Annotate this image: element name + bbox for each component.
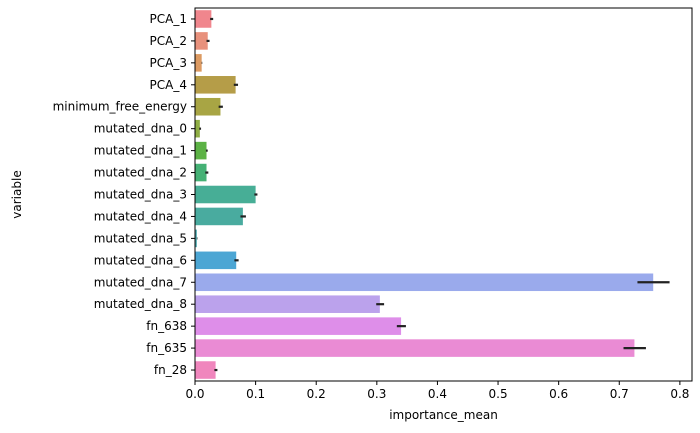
bar-mutated_dna_3: [195, 185, 256, 204]
y-tick-label: mutated_dna_2: [94, 166, 187, 180]
y-tick-label: fn_638: [146, 319, 187, 333]
y-tick-label: minimum_free_energy: [53, 100, 187, 114]
y-tick-label: mutated_dna_4: [94, 209, 187, 223]
y-tick-label: fn_635: [146, 341, 187, 355]
bar-fn_28: [195, 361, 216, 379]
x-tick-label: 0.8: [670, 387, 689, 401]
plot-frame: [194, 7, 693, 382]
bar-mutated_dna_0: [195, 119, 200, 138]
x-tick-label: 0.3: [367, 387, 386, 401]
bar-fn_638: [195, 317, 402, 335]
y-tick-label: PCA_1: [150, 12, 187, 26]
y-tick-label: mutated_dna_3: [94, 188, 187, 202]
error-bars-group: [196, 17, 670, 372]
x-tick-label: 0.0: [185, 387, 204, 401]
y-tick-label: mutated_dna_8: [94, 297, 187, 311]
x-tick-label: 0.4: [428, 387, 447, 401]
bar-PCA_3: [195, 54, 202, 72]
x-axis-label: importance_mean: [389, 408, 498, 422]
y-tick-label: mutated_dna_1: [94, 144, 187, 158]
y-axis-ticks: PCA_1 PCA_2 PCA_3 PCA_4 minimum_free_energym…: [53, 12, 195, 377]
y-tick-label: mutated_dna_5: [94, 231, 187, 245]
x-tick-label: 0.1: [246, 387, 265, 401]
y-tick-label: fn_28: [154, 363, 187, 377]
y-tick-label: PCA_4: [150, 78, 187, 92]
y-tick-label: mutated_dna_0: [94, 122, 187, 136]
bar-mutated_dna_5: [195, 229, 197, 248]
bar-mutated_dna_2: [195, 163, 207, 182]
x-axis-ticks: 0.0 0.1 0.2 0.3 0.4 0.5 0.6 0.7 0.8: [185, 381, 689, 401]
bar-PCA_2: [195, 32, 208, 50]
bar-mutated_dna_6: [195, 251, 237, 270]
y-tick-label: PCA_3: [150, 56, 187, 70]
bar-mutated_dna_1: [195, 141, 207, 160]
bar-minimum_free_energy: [195, 97, 221, 116]
x-tick-label: 0.6: [549, 387, 568, 401]
y-tick-label: mutated_dna_6: [94, 253, 187, 267]
x-tick-label: 0.7: [610, 387, 629, 401]
bar-mutated_dna_8: [195, 295, 380, 313]
y-tick-label: PCA_2: [150, 34, 187, 48]
y-tick-label: mutated_dna_7: [94, 275, 187, 289]
bar-fn_635: [195, 339, 635, 357]
bar-PCA_1: [195, 10, 212, 28]
bar-mutated_dna_7: [195, 273, 654, 292]
x-tick-label: 0.5: [489, 387, 508, 401]
bar-mutated_dna_4: [195, 207, 243, 226]
bars-group: [195, 10, 654, 379]
x-tick-label: 0.2: [307, 387, 326, 401]
bar-PCA_4: [195, 76, 236, 94]
y-axis-label: variable: [10, 170, 24, 218]
